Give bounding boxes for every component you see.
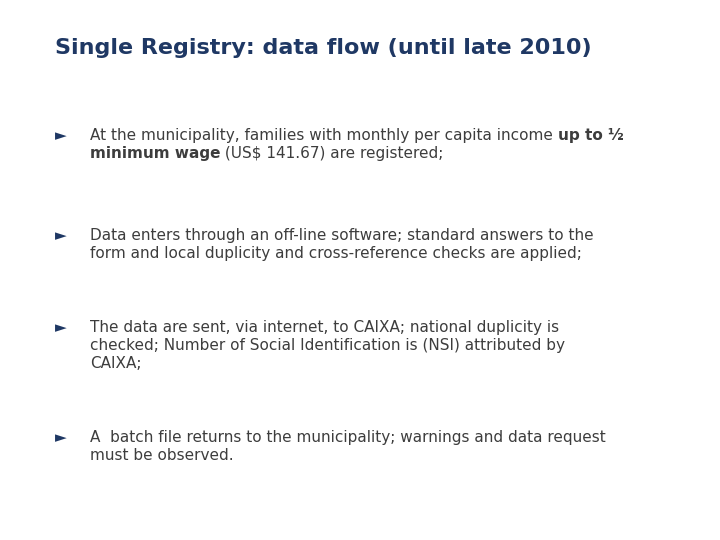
Text: (US$ 141.67) are registered;: (US$ 141.67) are registered; (220, 146, 444, 161)
Text: ►: ► (55, 320, 67, 335)
Text: The data are sent, via internet, to CAIXA; national duplicity is: The data are sent, via internet, to CAIX… (90, 320, 559, 335)
Text: At the municipality, families with monthly per capita income: At the municipality, families with month… (90, 128, 558, 143)
Text: ►: ► (55, 228, 67, 243)
Text: minimum wage: minimum wage (90, 146, 220, 161)
Text: A  batch file returns to the municipality; warnings and data request: A batch file returns to the municipality… (90, 430, 606, 445)
Text: up to ½: up to ½ (558, 128, 624, 143)
Text: checked; Number of Social Identification is (NSI) attributed by: checked; Number of Social Identification… (90, 338, 565, 353)
Text: form and local duplicity and cross-reference checks are applied;: form and local duplicity and cross-refer… (90, 246, 582, 261)
Text: ►: ► (55, 430, 67, 445)
Text: ►: ► (55, 128, 67, 143)
Text: must be observed.: must be observed. (90, 448, 233, 463)
Text: Single Registry: data flow (until late 2010): Single Registry: data flow (until late 2… (55, 38, 592, 58)
Text: Data enters through an off-line software; standard answers to the: Data enters through an off-line software… (90, 228, 593, 243)
Text: CAIXA;: CAIXA; (90, 356, 142, 371)
